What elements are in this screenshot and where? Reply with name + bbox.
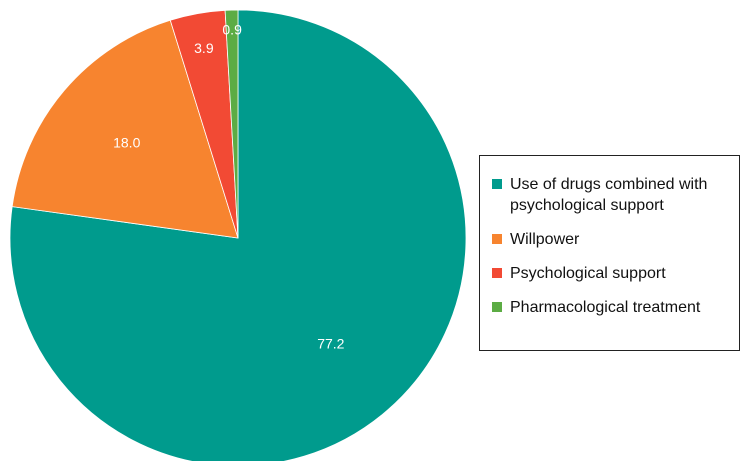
legend-label: Willpower bbox=[510, 231, 580, 248]
pie-labels: 77.2 18.0 3.9 0.9 bbox=[113, 21, 345, 351]
legend-item-pharmacological: Pharmacological treatment bbox=[492, 297, 739, 318]
pie-slices bbox=[9, 9, 467, 461]
chart-legend: Use of drugs combined with psychological… bbox=[479, 155, 740, 351]
pie-slice-pharmacological bbox=[224, 9, 239, 239]
legend-swatch bbox=[492, 179, 502, 189]
slice-value-label-drugs-psych: 77.2 bbox=[317, 335, 344, 351]
slice-value-label-pharmacological: 0.9 bbox=[222, 21, 242, 37]
pie-slice-willpower bbox=[11, 19, 239, 239]
pie-slice-drugs-psych bbox=[9, 9, 467, 461]
legend-item-willpower: Willpower bbox=[492, 229, 739, 250]
slice-value-label-psych-support: 3.9 bbox=[194, 40, 214, 56]
legend-label: Use of drugs combined with psychological… bbox=[510, 176, 708, 214]
legend-label: Pharmacological treatment bbox=[510, 299, 701, 316]
legend-item-psych-support: Psychological support bbox=[492, 263, 739, 284]
legend-item-drugs-psych: Use of drugs combined with psychological… bbox=[492, 174, 739, 216]
legend-label: Psychological support bbox=[510, 265, 666, 282]
legend-swatch bbox=[492, 268, 502, 278]
legend-swatch bbox=[492, 302, 502, 312]
slice-value-label-willpower: 18.0 bbox=[113, 134, 140, 150]
legend-swatch bbox=[492, 234, 502, 244]
